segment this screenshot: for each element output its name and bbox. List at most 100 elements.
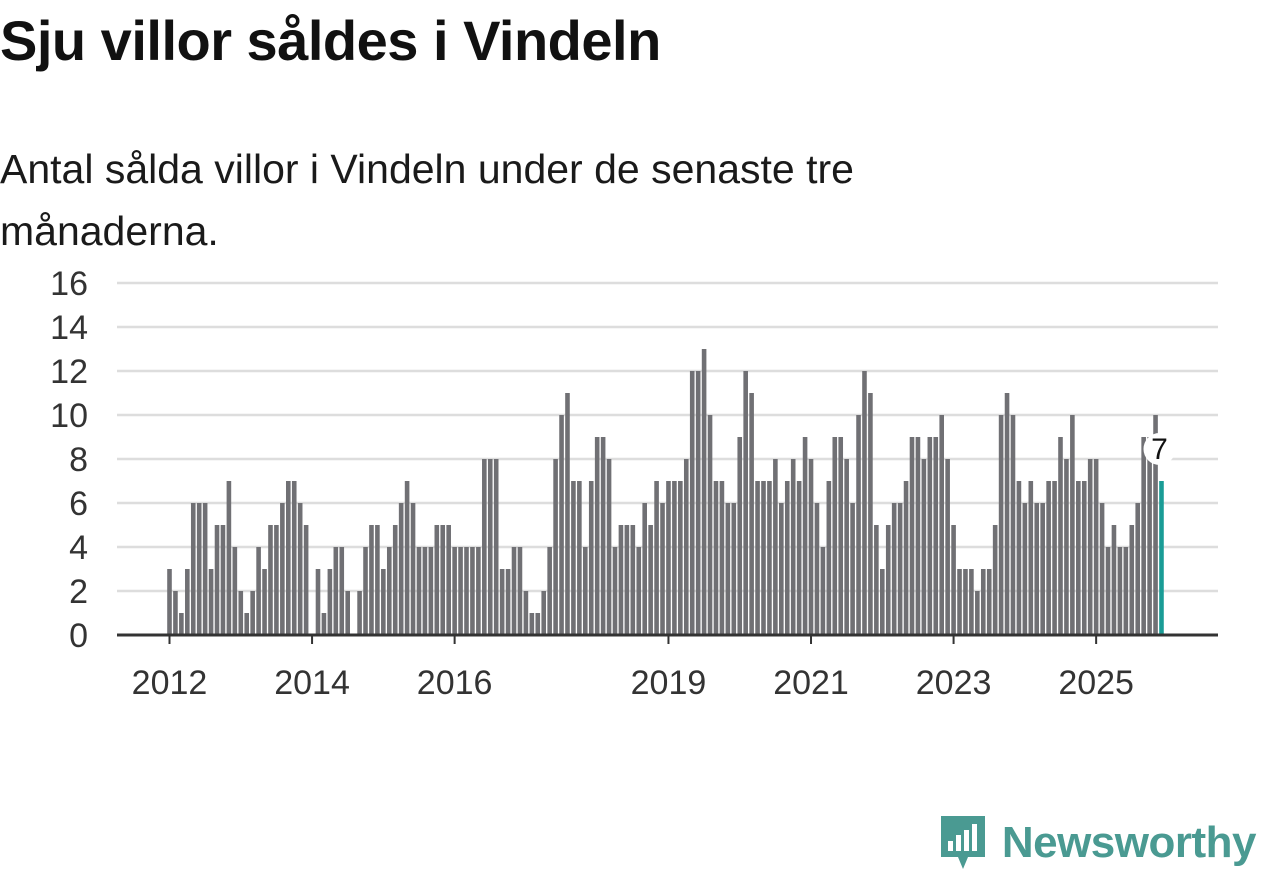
bar	[392, 525, 398, 635]
bar	[487, 459, 493, 635]
bar	[244, 613, 250, 635]
bar	[577, 481, 582, 635]
bar	[1034, 503, 1040, 635]
bar	[808, 459, 814, 635]
bar	[363, 547, 368, 635]
bar	[202, 503, 208, 635]
bar	[286, 481, 291, 635]
bar	[701, 349, 707, 635]
y-tick-label: 8	[69, 441, 88, 479]
bar	[268, 525, 273, 635]
bar	[381, 569, 386, 635]
bar	[642, 503, 647, 635]
x-tick-label: 2019	[631, 664, 707, 702]
x-tick-label: 2023	[916, 664, 992, 702]
bar	[173, 591, 178, 635]
bar	[630, 525, 636, 635]
bar	[167, 569, 172, 635]
x-axis-ticks: 2012 2014 2016 2019 2021 2023 2025	[132, 635, 1134, 702]
bar	[410, 503, 416, 635]
bar	[588, 481, 594, 635]
bar	[986, 569, 992, 635]
bar	[761, 481, 766, 635]
bar	[1016, 481, 1022, 635]
bar	[963, 569, 968, 635]
bar	[1147, 437, 1152, 635]
bar	[511, 547, 517, 635]
bar	[844, 459, 849, 635]
bar	[482, 459, 487, 635]
bar	[719, 481, 725, 635]
bar	[945, 459, 950, 635]
bar	[398, 503, 404, 635]
brand-logo: Newsworthy	[938, 811, 1257, 875]
bar	[832, 437, 838, 635]
bar	[250, 591, 255, 635]
bar	[660, 503, 665, 635]
x-tick-label: 2012	[132, 664, 208, 702]
bar	[256, 547, 261, 635]
bar	[185, 569, 190, 635]
bar	[820, 547, 826, 635]
bar	[559, 415, 564, 635]
bar	[737, 437, 743, 635]
bar	[1010, 415, 1016, 635]
bar	[856, 415, 861, 635]
bar	[1004, 393, 1010, 635]
bar	[939, 415, 944, 635]
bar	[980, 569, 986, 635]
x-tick-label: 2014	[274, 664, 350, 702]
bar	[1064, 459, 1069, 635]
bar	[1153, 415, 1158, 635]
bar	[713, 481, 719, 635]
y-tick-label: 4	[69, 529, 88, 567]
bar	[452, 547, 457, 635]
bar	[434, 525, 440, 635]
bar	[315, 569, 321, 635]
bar	[975, 591, 980, 635]
bar	[1141, 437, 1146, 635]
bar	[755, 481, 760, 635]
bar	[624, 525, 630, 635]
bar	[226, 481, 232, 635]
bar	[885, 525, 891, 635]
bar	[523, 591, 529, 635]
y-tick-label: 0	[69, 617, 88, 655]
bar	[297, 503, 303, 635]
bar	[897, 503, 903, 635]
bar	[767, 481, 772, 635]
bar	[464, 547, 469, 635]
bar	[535, 613, 541, 635]
bar	[850, 503, 855, 635]
y-tick-label: 6	[69, 485, 88, 523]
bar	[369, 525, 374, 635]
bar	[470, 547, 475, 635]
bar	[1046, 481, 1051, 635]
bar	[404, 481, 410, 635]
newsworthy-logo-icon	[940, 816, 985, 869]
bar	[303, 525, 309, 635]
bar	[583, 547, 588, 635]
bar	[446, 525, 451, 635]
bar	[921, 459, 927, 635]
bar	[1058, 437, 1063, 635]
y-tick-label: 12	[50, 353, 88, 391]
bar	[1070, 415, 1075, 635]
bar	[695, 371, 701, 635]
bar	[1123, 547, 1129, 635]
bar	[689, 371, 695, 635]
x-tick-label: 2016	[417, 664, 493, 702]
bar	[915, 437, 921, 635]
bar	[190, 503, 196, 635]
bar	[541, 591, 547, 635]
bar	[458, 547, 463, 635]
bar	[957, 569, 962, 635]
bar	[1040, 503, 1045, 635]
y-tick-label: 2	[69, 573, 88, 611]
value-label-halo	[1143, 433, 1176, 465]
bar	[992, 525, 998, 635]
bar	[339, 547, 345, 635]
y-axis-ticks: 0 2 4 6 8 10 12 14 16	[50, 265, 88, 655]
bar-highlight	[1159, 481, 1164, 635]
